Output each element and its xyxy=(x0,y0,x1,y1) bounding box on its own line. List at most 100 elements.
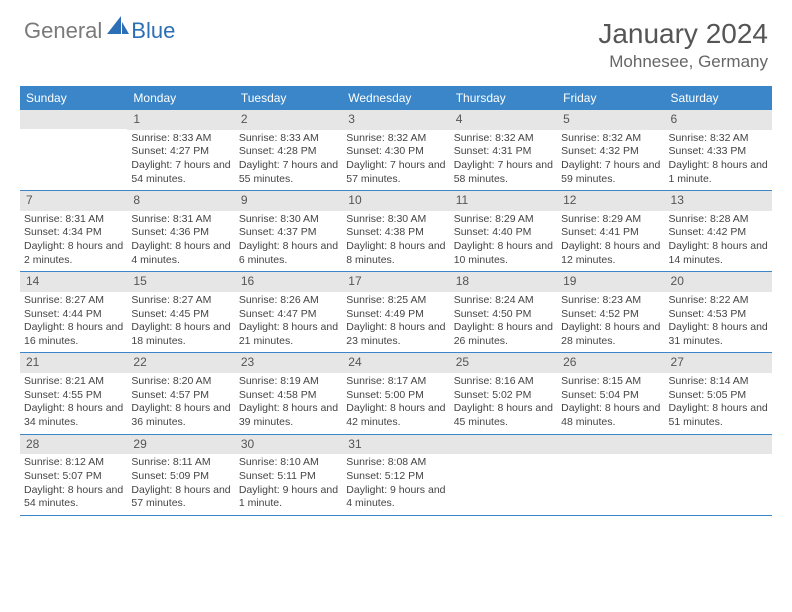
day-number: 16 xyxy=(235,272,342,292)
day-number-empty xyxy=(450,435,557,454)
sunrise-text: Sunrise: 8:15 AM xyxy=(561,375,660,389)
page-header: General Blue January 2024 Mohnesee, Germ… xyxy=(0,0,792,80)
sunrise-text: Sunrise: 8:12 AM xyxy=(24,456,123,470)
day-info: Sunrise: 8:19 AMSunset: 4:58 PMDaylight:… xyxy=(235,373,342,434)
logo-sail-icon xyxy=(107,16,129,34)
day-info: Sunrise: 8:16 AMSunset: 5:02 PMDaylight:… xyxy=(450,373,557,434)
day-info: Sunrise: 8:08 AMSunset: 5:12 PMDaylight:… xyxy=(342,454,449,515)
weekday-header: Saturday xyxy=(665,86,772,110)
day-number: 12 xyxy=(557,191,664,211)
day-info: Sunrise: 8:29 AMSunset: 4:41 PMDaylight:… xyxy=(557,211,664,272)
daylight-text: Daylight: 8 hours and 28 minutes. xyxy=(561,321,660,348)
day-number: 9 xyxy=(235,191,342,211)
sunset-text: Sunset: 5:09 PM xyxy=(131,470,230,484)
day-cell: 6Sunrise: 8:32 AMSunset: 4:33 PMDaylight… xyxy=(665,110,772,190)
day-number: 30 xyxy=(235,435,342,455)
sunset-text: Sunset: 4:44 PM xyxy=(24,308,123,322)
daylight-text: Daylight: 8 hours and 14 minutes. xyxy=(669,240,768,267)
day-number: 31 xyxy=(342,435,449,455)
sunrise-text: Sunrise: 8:27 AM xyxy=(24,294,123,308)
sunrise-text: Sunrise: 8:32 AM xyxy=(669,132,768,146)
day-cell xyxy=(557,435,664,515)
calendar-grid: SundayMondayTuesdayWednesdayThursdayFrid… xyxy=(20,86,772,516)
day-number: 14 xyxy=(20,272,127,292)
day-info: Sunrise: 8:14 AMSunset: 5:05 PMDaylight:… xyxy=(665,373,772,434)
day-cell: 5Sunrise: 8:32 AMSunset: 4:32 PMDaylight… xyxy=(557,110,664,190)
sunrise-text: Sunrise: 8:27 AM xyxy=(131,294,230,308)
week-row: 14Sunrise: 8:27 AMSunset: 4:44 PMDayligh… xyxy=(20,272,772,353)
day-cell: 31Sunrise: 8:08 AMSunset: 5:12 PMDayligh… xyxy=(342,435,449,515)
day-number: 7 xyxy=(20,191,127,211)
weekday-header: Friday xyxy=(557,86,664,110)
day-info: Sunrise: 8:20 AMSunset: 4:57 PMDaylight:… xyxy=(127,373,234,434)
sunrise-text: Sunrise: 8:17 AM xyxy=(346,375,445,389)
daylight-text: Daylight: 8 hours and 10 minutes. xyxy=(454,240,553,267)
sunrise-text: Sunrise: 8:24 AM xyxy=(454,294,553,308)
daylight-text: Daylight: 8 hours and 2 minutes. xyxy=(24,240,123,267)
day-cell: 11Sunrise: 8:29 AMSunset: 4:40 PMDayligh… xyxy=(450,191,557,271)
daylight-text: Daylight: 8 hours and 8 minutes. xyxy=(346,240,445,267)
sunset-text: Sunset: 4:40 PM xyxy=(454,226,553,240)
daylight-text: Daylight: 8 hours and 18 minutes. xyxy=(131,321,230,348)
sunrise-text: Sunrise: 8:11 AM xyxy=(131,456,230,470)
sunset-text: Sunset: 5:05 PM xyxy=(669,389,768,403)
sunset-text: Sunset: 4:50 PM xyxy=(454,308,553,322)
day-cell: 1Sunrise: 8:33 AMSunset: 4:27 PMDaylight… xyxy=(127,110,234,190)
sunrise-text: Sunrise: 8:19 AM xyxy=(239,375,338,389)
daylight-text: Daylight: 8 hours and 23 minutes. xyxy=(346,321,445,348)
daylight-text: Daylight: 8 hours and 4 minutes. xyxy=(131,240,230,267)
sunrise-text: Sunrise: 8:29 AM xyxy=(561,213,660,227)
daylight-text: Daylight: 8 hours and 48 minutes. xyxy=(561,402,660,429)
day-number-empty xyxy=(557,435,664,454)
day-number: 26 xyxy=(557,353,664,373)
day-number: 17 xyxy=(342,272,449,292)
day-cell: 18 Sunrise: 8:24 AMSunset: 4:50 PMDayligh… xyxy=(450,272,557,352)
daylight-text: Daylight: 7 hours and 55 minutes. xyxy=(239,159,338,186)
sunrise-text: Sunrise: 8:33 AM xyxy=(131,132,230,146)
daylight-text: Daylight: 8 hours and 21 minutes. xyxy=(239,321,338,348)
day-cell: 4Sunrise: 8:32 AMSunset: 4:31 PMDaylight… xyxy=(450,110,557,190)
sunrise-text: Sunrise: 8:10 AM xyxy=(239,456,338,470)
sunset-text: Sunset: 4:30 PM xyxy=(346,145,445,159)
weekday-header: Thursday xyxy=(450,86,557,110)
daylight-text: Daylight: 7 hours and 57 minutes. xyxy=(346,159,445,186)
day-cell: 26Sunrise: 8:15 AMSunset: 5:04 PMDayligh… xyxy=(557,353,664,433)
day-number: 19 xyxy=(557,272,664,292)
daylight-text: Daylight: 8 hours and 45 minutes. xyxy=(454,402,553,429)
day-cell: 9Sunrise: 8:30 AMSunset: 4:37 PMDaylight… xyxy=(235,191,342,271)
day-number: 1 xyxy=(127,110,234,130)
daylight-text: Daylight: 8 hours and 42 minutes. xyxy=(346,402,445,429)
day-cell: 30Sunrise: 8:10 AMSunset: 5:11 PMDayligh… xyxy=(235,435,342,515)
day-info: Sunrise: 8:26 AMSunset: 4:47 PMDaylight:… xyxy=(235,292,342,353)
day-info: Sunrise: 8:33 AMSunset: 4:28 PMDaylight:… xyxy=(235,130,342,191)
day-info: Sunrise: 8:28 AMSunset: 4:42 PMDaylight:… xyxy=(665,211,772,272)
day-number: 2 xyxy=(235,110,342,130)
day-info: Sunrise: 8:30 AMSunset: 4:38 PMDaylight:… xyxy=(342,211,449,272)
daylight-text: Daylight: 8 hours and 26 minutes. xyxy=(454,321,553,348)
weekday-header: Wednesday xyxy=(342,86,449,110)
day-cell: 19Sunrise: 8:23 AMSunset: 4:52 PMDayligh… xyxy=(557,272,664,352)
sunrise-text: Sunrise: 8:14 AM xyxy=(669,375,768,389)
day-cell: 28Sunrise: 8:12 AMSunset: 5:07 PMDayligh… xyxy=(20,435,127,515)
day-number: 18 xyxy=(450,272,557,292)
day-number: 8 xyxy=(127,191,234,211)
sunset-text: Sunset: 4:38 PM xyxy=(346,226,445,240)
sunset-text: Sunset: 5:02 PM xyxy=(454,389,553,403)
day-info: Sunrise: 8:10 AMSunset: 5:11 PMDaylight:… xyxy=(235,454,342,515)
day-cell xyxy=(665,435,772,515)
day-info: Sunrise: 8:27 AMSunset: 4:44 PMDaylight:… xyxy=(20,292,127,353)
day-info: Sunrise: 8:29 AMSunset: 4:40 PMDaylight:… xyxy=(450,211,557,272)
sunrise-text: Sunrise: 8:32 AM xyxy=(454,132,553,146)
sunset-text: Sunset: 5:12 PM xyxy=(346,470,445,484)
day-number: 23 xyxy=(235,353,342,373)
day-info: Sunrise: 8:22 AMSunset: 4:53 PMDaylight:… xyxy=(665,292,772,353)
day-number: 25 xyxy=(450,353,557,373)
week-row: 1Sunrise: 8:33 AMSunset: 4:27 PMDaylight… xyxy=(20,110,772,191)
sunset-text: Sunset: 5:11 PM xyxy=(239,470,338,484)
sunset-text: Sunset: 4:28 PM xyxy=(239,145,338,159)
sunrise-text: Sunrise: 8:32 AM xyxy=(561,132,660,146)
day-cell: 12Sunrise: 8:29 AMSunset: 4:41 PMDayligh… xyxy=(557,191,664,271)
day-info: Sunrise: 8:23 AMSunset: 4:52 PMDaylight:… xyxy=(557,292,664,353)
title-block: January 2024 Mohnesee, Germany xyxy=(598,18,768,72)
day-number: 29 xyxy=(127,435,234,455)
